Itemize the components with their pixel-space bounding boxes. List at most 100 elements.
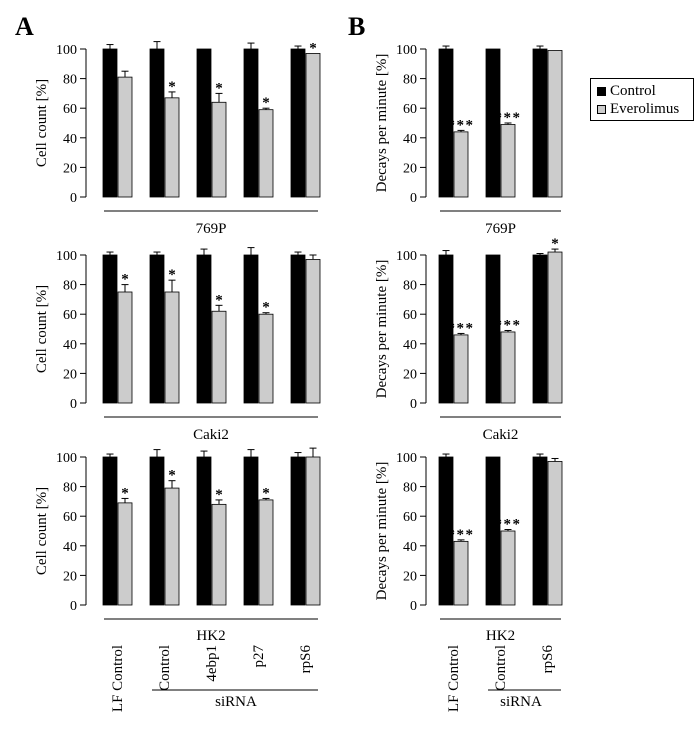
chart-a-caki2-y-tick-label: 0: [70, 397, 77, 412]
panel-b-category-label: rpS6: [540, 645, 556, 674]
chart-a-769p-bar-everolimus: [117, 76, 133, 198]
chart-b-769p-y-label: Decays per minute [%]: [374, 54, 390, 193]
chart-a-caki2-bar-everolimus: [305, 259, 321, 404]
chart-b-769p-bar-control: [532, 48, 548, 198]
chart-a-hk2-bar-everolimus: [305, 456, 321, 606]
chart-b-caki2-y-tick-label: 20: [403, 367, 417, 382]
chart-b-769p-group-label: 769P: [485, 221, 516, 237]
chart-a-hk2-bar-control: [196, 456, 212, 606]
chart-b-hk2-bar-control: [532, 456, 548, 606]
chart-a-769p-bar-control: [102, 48, 118, 198]
chart-b-hk2-significance-mark: ***: [495, 517, 522, 533]
chart-a-caki2-bar-everolimus: [258, 313, 274, 404]
chart-a-caki2-bar-control: [102, 254, 118, 404]
chart-a-769p-significance-mark: *: [262, 95, 270, 111]
chart-a-hk2-significance-mark: *: [262, 485, 270, 501]
chart-b-caki2-y-tick-label: 40: [403, 338, 417, 353]
chart-a-769p-bar-everolimus: [164, 97, 180, 198]
chart-b-769p-y-tick-label: 40: [403, 132, 417, 147]
chart-a-hk2-bar-everolimus: [258, 499, 274, 606]
chart-a-caki2-bar-control: [243, 254, 259, 404]
panel-b-sirna-label: siRNA: [500, 694, 542, 710]
chart-b-769p-y-tick-label: 60: [403, 102, 417, 117]
chart-b-caki2-significance-mark: ***: [495, 317, 522, 333]
panel-a-sirna-label: siRNA: [215, 694, 257, 710]
chart-b-caki2-bar-everolimus: [547, 251, 563, 404]
chart-b-769p-y-tick-label: 0: [410, 191, 417, 206]
chart-b-hk2-y-label: Decays per minute [%]: [374, 462, 390, 601]
chart-b-769p-y-tick-label: 20: [403, 161, 417, 176]
chart-a-hk2-bar-everolimus: [117, 502, 133, 606]
chart-a-caki2-significance-mark: *: [215, 292, 223, 308]
chart-a-hk2-significance-mark: *: [168, 468, 176, 484]
chart-a-caki2-y-label: Cell count [%]: [34, 285, 50, 373]
legend-label-control: Control: [610, 82, 656, 99]
chart-a-hk2-y-tick-label: 60: [63, 510, 77, 525]
chart-a-hk2-significance-mark: *: [215, 487, 223, 503]
chart-b-hk2-bar-everolimus: [500, 530, 516, 606]
chart-a-caki2-significance-mark: *: [262, 300, 270, 316]
chart-a-caki2-y-tick-label: 80: [63, 279, 77, 294]
chart-a-caki2-y-tick-label: 20: [63, 367, 77, 382]
chart-a-caki2-bar-everolimus: [164, 291, 180, 404]
chart-b-hk2-bar-everolimus: [453, 540, 469, 606]
chart-a-hk2-y-tick-label: 100: [56, 451, 77, 466]
chart-a-769p-significance-mark: *: [215, 80, 223, 96]
chart-b-769p-bar-everolimus: [500, 124, 516, 198]
chart-a-769p-bar-control: [149, 48, 165, 198]
chart-b-caki2-y-tick-label: 60: [403, 308, 417, 323]
chart-b-caki2-bar-control: [532, 254, 548, 404]
chart-b-caki2-significance-mark: *: [551, 236, 559, 252]
legend-swatch-everolimus: [597, 104, 606, 114]
chart-b-hk2-group-label: HK2: [486, 628, 515, 644]
chart-a-hk2-y-tick-label: 40: [63, 540, 77, 555]
legend-label-everolimus: Everolimus: [610, 100, 680, 117]
chart-a-caki2-bar-control: [290, 254, 306, 404]
chart-b-769p-y-tick-label: 100: [396, 43, 417, 58]
chart-b-769p-y-tick-label: 80: [403, 73, 417, 88]
panel-a-category-label: rpS6: [298, 645, 314, 674]
chart-b-caki2-y-tick-label: 100: [396, 249, 417, 264]
chart-a-769p-y-tick-label: 20: [63, 161, 77, 176]
chart-a-caki2-y-tick-label: 60: [63, 308, 77, 323]
legend-item-everolimus: Everolimus: [597, 100, 679, 118]
chart-a-769p-bar-everolimus: [211, 101, 227, 198]
chart-b-hk2-y-tick-label: 100: [396, 451, 417, 466]
chart-a-caki2-bar-everolimus: [211, 310, 227, 404]
chart-a-769p-bar-everolimus: [305, 53, 321, 198]
chart-a-hk2-y-label: Cell count [%]: [34, 487, 50, 575]
panel-b-category-label: Control: [493, 645, 509, 691]
chart-a-769p-bar-control: [243, 48, 259, 198]
panel-label-a: A: [15, 12, 34, 41]
chart-a-hk2-bar-control: [243, 456, 259, 606]
chart-a-caki2-significance-mark: *: [168, 267, 176, 283]
chart-b-769p-bar-everolimus: [547, 50, 563, 198]
chart-b-hk2-y-tick-label: 80: [403, 481, 417, 496]
category-labels-layer: LF Control Control 4ebp1 p27 rpS6 LF Control C…: [110, 645, 561, 712]
chart-b-caki2-group-label: Caki2: [483, 427, 519, 443]
chart-b-769p-significance-mark: ***: [448, 117, 475, 133]
chart-b-hk2-y-tick-label: 20: [403, 569, 417, 584]
chart-a-hk2-bar-everolimus: [164, 487, 180, 606]
panel-b-category-label: LF Control: [446, 645, 462, 712]
chart-b-caki2-y-tick-label: 0: [410, 397, 417, 412]
chart-a-769p-y-tick-label: 40: [63, 132, 77, 147]
chart-b-caki2-y-label: Decays per minute [%]: [374, 260, 390, 399]
chart-a-caki2-significance-mark: *: [121, 272, 129, 288]
chart-a-769p-y-tick-label: 60: [63, 102, 77, 117]
chart-b-caki2-bar-everolimus: [453, 334, 469, 404]
chart-b-hk2-bar-control: [485, 456, 501, 606]
panel-a-category-label: Control: [157, 645, 173, 691]
chart-a-769p-bar-everolimus: [258, 109, 274, 198]
chart-b-caki2-bar-everolimus: [500, 331, 516, 404]
chart-a-hk2-y-tick-label: 20: [63, 569, 77, 584]
chart-a-769p-significance-mark: *: [168, 79, 176, 95]
legend-item-control: Control: [597, 82, 656, 100]
panel-label-b: B: [348, 12, 366, 41]
chart-b-769p-bar-everolimus: [453, 131, 469, 198]
panel-a-category-label: 4ebp1: [204, 645, 220, 682]
chart-b-hk2-y-tick-label: 40: [403, 540, 417, 555]
chart-a-hk2-bar-control: [290, 456, 306, 606]
chart-a-hk2-bar-control: [102, 456, 118, 606]
